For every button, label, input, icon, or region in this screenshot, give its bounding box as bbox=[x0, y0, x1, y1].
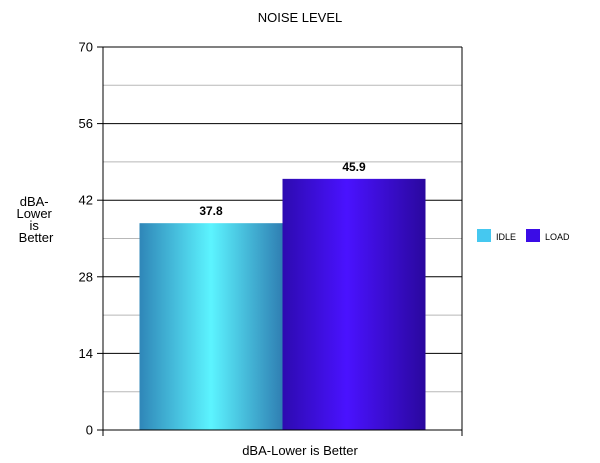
data-label-idle: 37.8 bbox=[199, 204, 223, 218]
y-axis-ticks: 0 14 28 42 56 70 bbox=[79, 40, 103, 438]
y-axis-title-line: Lower bbox=[16, 206, 52, 221]
legend-swatch-load bbox=[526, 229, 540, 242]
x-axis-title: dBA-Lower is Better bbox=[242, 443, 358, 458]
y-axis-title-line: Better bbox=[19, 230, 54, 245]
y-tick-label: 42 bbox=[79, 193, 93, 208]
data-label-load: 45.9 bbox=[342, 160, 366, 174]
y-tick-label: 70 bbox=[79, 40, 93, 55]
y-tick-label: 14 bbox=[79, 346, 93, 361]
bar-idle bbox=[139, 223, 283, 430]
bar-load bbox=[282, 178, 426, 430]
legend: IDLE LOAD bbox=[477, 229, 570, 242]
y-axis-title-line: is bbox=[29, 218, 39, 233]
legend-swatch-idle bbox=[477, 229, 491, 242]
chart-title: NOISE LEVEL bbox=[258, 10, 343, 25]
y-axis-title-line: dBA- bbox=[20, 194, 49, 209]
y-axis-title: dBA- Lower is Better bbox=[16, 194, 55, 245]
y-tick-label: 56 bbox=[79, 116, 93, 131]
data-labels: 37.8 45.9 bbox=[199, 160, 366, 218]
bars bbox=[139, 178, 426, 430]
y-tick-label: 0 bbox=[86, 423, 93, 438]
legend-label-load: LOAD bbox=[545, 232, 570, 242]
legend-label-idle: IDLE bbox=[496, 232, 516, 242]
y-tick-label: 28 bbox=[79, 269, 93, 284]
